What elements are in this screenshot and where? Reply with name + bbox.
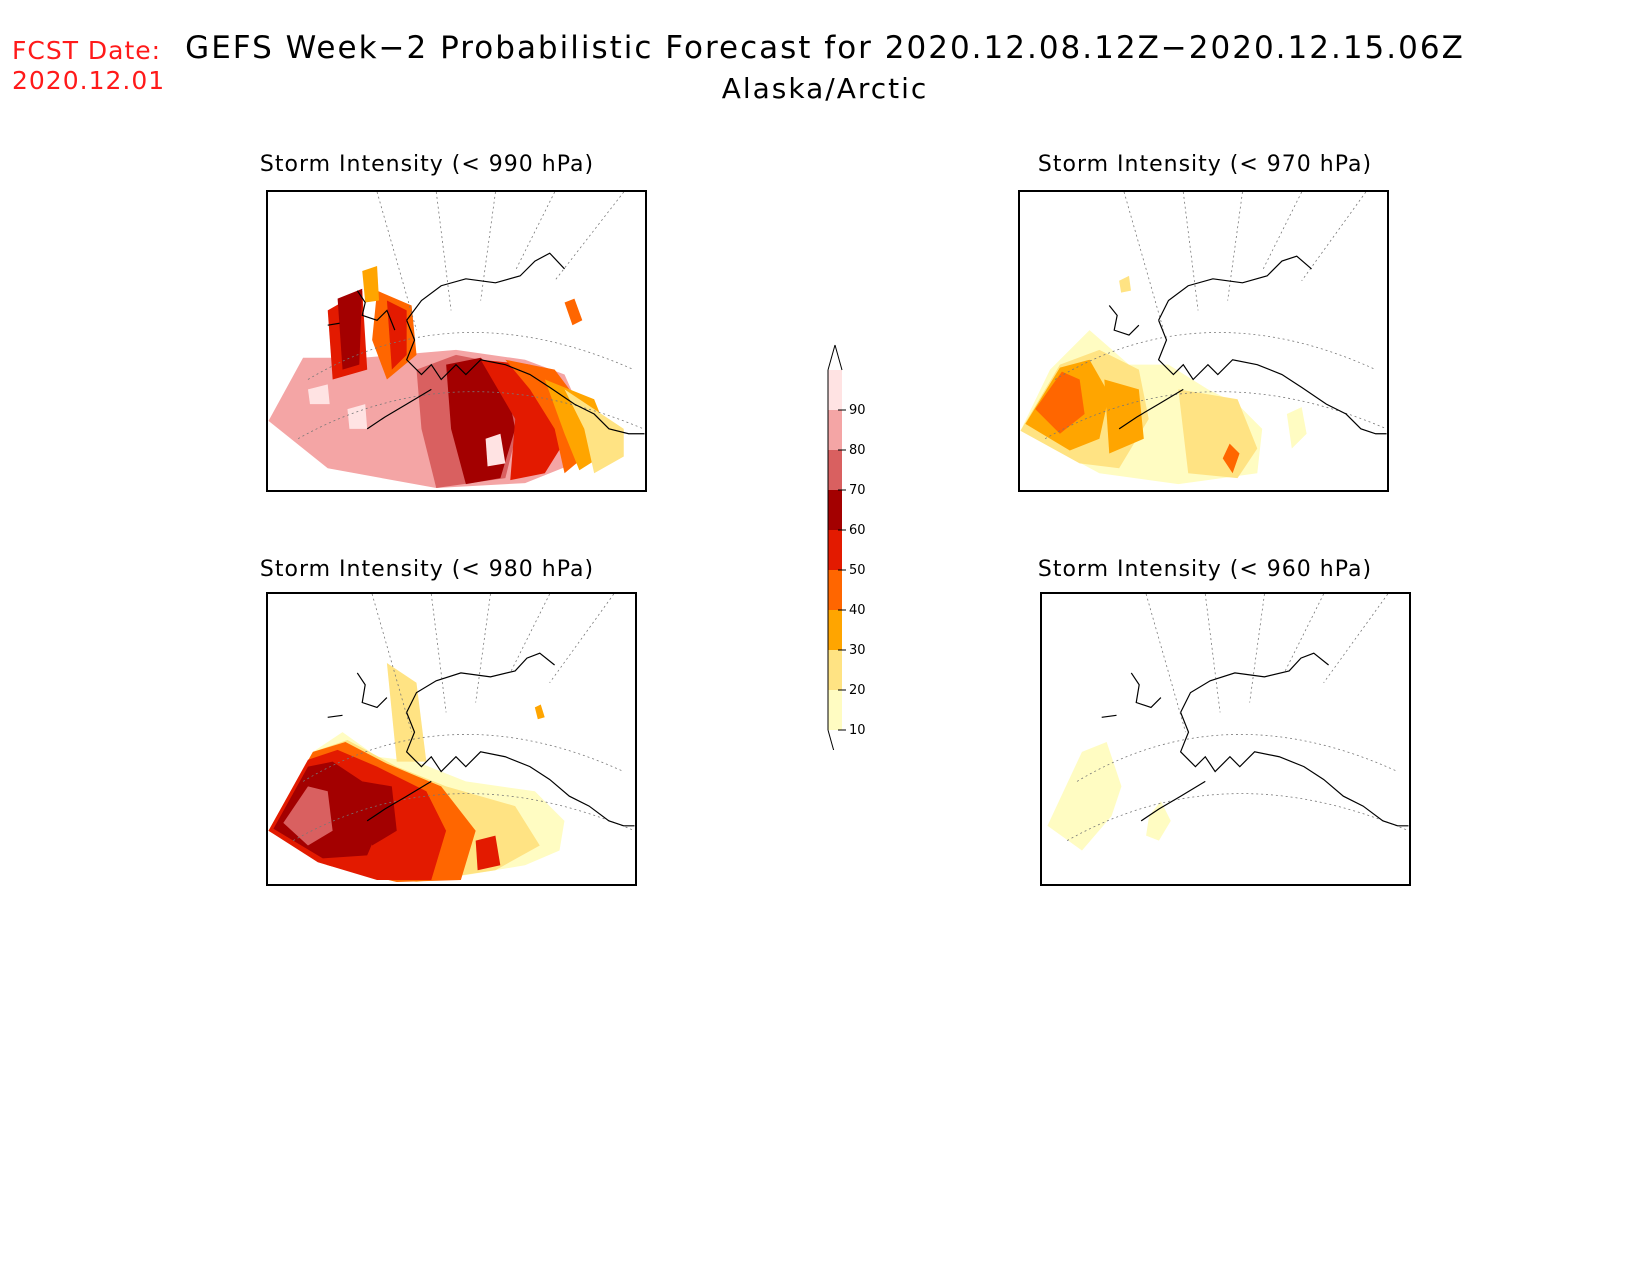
graticule-960 <box>1066 594 1409 841</box>
coastline-970 <box>1108 255 1387 435</box>
fcst-date-caption: FCST Date: <box>12 36 162 65</box>
colorbar-swatch <box>828 450 842 490</box>
colorbar-swatch <box>828 530 842 570</box>
panel-title-960: Storm Intensity (< 960 hPa) <box>1037 557 1373 582</box>
colorbar-swatch <box>828 610 842 650</box>
colorbar-label: 20 <box>849 683 866 698</box>
colorbar-swatch <box>828 370 842 410</box>
colorbar-label: 30 <box>849 643 866 658</box>
probability-fill-970 <box>1020 275 1307 485</box>
panel-title-990: Storm Intensity (< 990 hPa) <box>259 152 595 177</box>
colorbar-swatch <box>828 410 842 450</box>
colorbar-label: 60 <box>849 523 866 538</box>
colorbar-label: 50 <box>849 563 866 578</box>
map-panel-970 <box>1018 190 1389 492</box>
probability-fill-960 <box>1047 741 1171 851</box>
colorbar-swatch <box>828 650 842 690</box>
map-panel-980 <box>266 592 637 886</box>
region-title: Alaska/Arctic <box>721 72 929 105</box>
map-980-svg <box>268 594 635 883</box>
map-960-svg <box>1047 594 1409 851</box>
colorbar-label: 70 <box>849 483 866 498</box>
graticule-970 <box>1044 192 1387 440</box>
colorbar-swatch <box>828 490 842 530</box>
figure-title: GEFS Week−2 Probabilistic Forecast for 2… <box>0 30 1650 105</box>
panel-title-980: Storm Intensity (< 980 hPa) <box>259 557 595 582</box>
map-panel-990 <box>266 190 647 492</box>
colorbar-label: 40 <box>849 603 866 618</box>
graticule-990 <box>297 192 644 440</box>
graticule-980 <box>292 594 635 841</box>
map-970-svg <box>1020 192 1387 485</box>
colorbar-bottom-tail <box>827 729 836 756</box>
panel-title-970: Storm Intensity (< 970 hPa) <box>1037 152 1373 177</box>
coastline-960 <box>1101 652 1409 827</box>
colorbar-label: 10 <box>849 723 866 738</box>
forecast-date-label: FCST Date: 2020.12.01 <box>12 36 165 96</box>
colorbar-swatch <box>828 690 842 730</box>
probability-fill-980 <box>268 663 565 883</box>
colorbar-label: 90 <box>849 403 866 418</box>
colorbar-svg: 10 20 30 40 50 60 70 80 90 <box>827 344 866 756</box>
colorbar-label: 80 <box>849 443 866 458</box>
colorbar-swatch <box>828 570 842 610</box>
colorbar-top-tail <box>827 344 843 371</box>
coastline-980 <box>327 652 635 827</box>
main-title: GEFS Week−2 Probabilistic Forecast for 2… <box>185 30 1465 66</box>
colorbar: 10 20 30 40 50 60 70 80 90 <box>820 330 900 756</box>
probability-fill-990 <box>268 266 624 489</box>
fcst-date-value: 2020.12.01 <box>12 66 166 95</box>
map-990-svg <box>268 192 645 489</box>
map-panel-960 <box>1040 592 1411 886</box>
coastline-990 <box>327 252 645 435</box>
